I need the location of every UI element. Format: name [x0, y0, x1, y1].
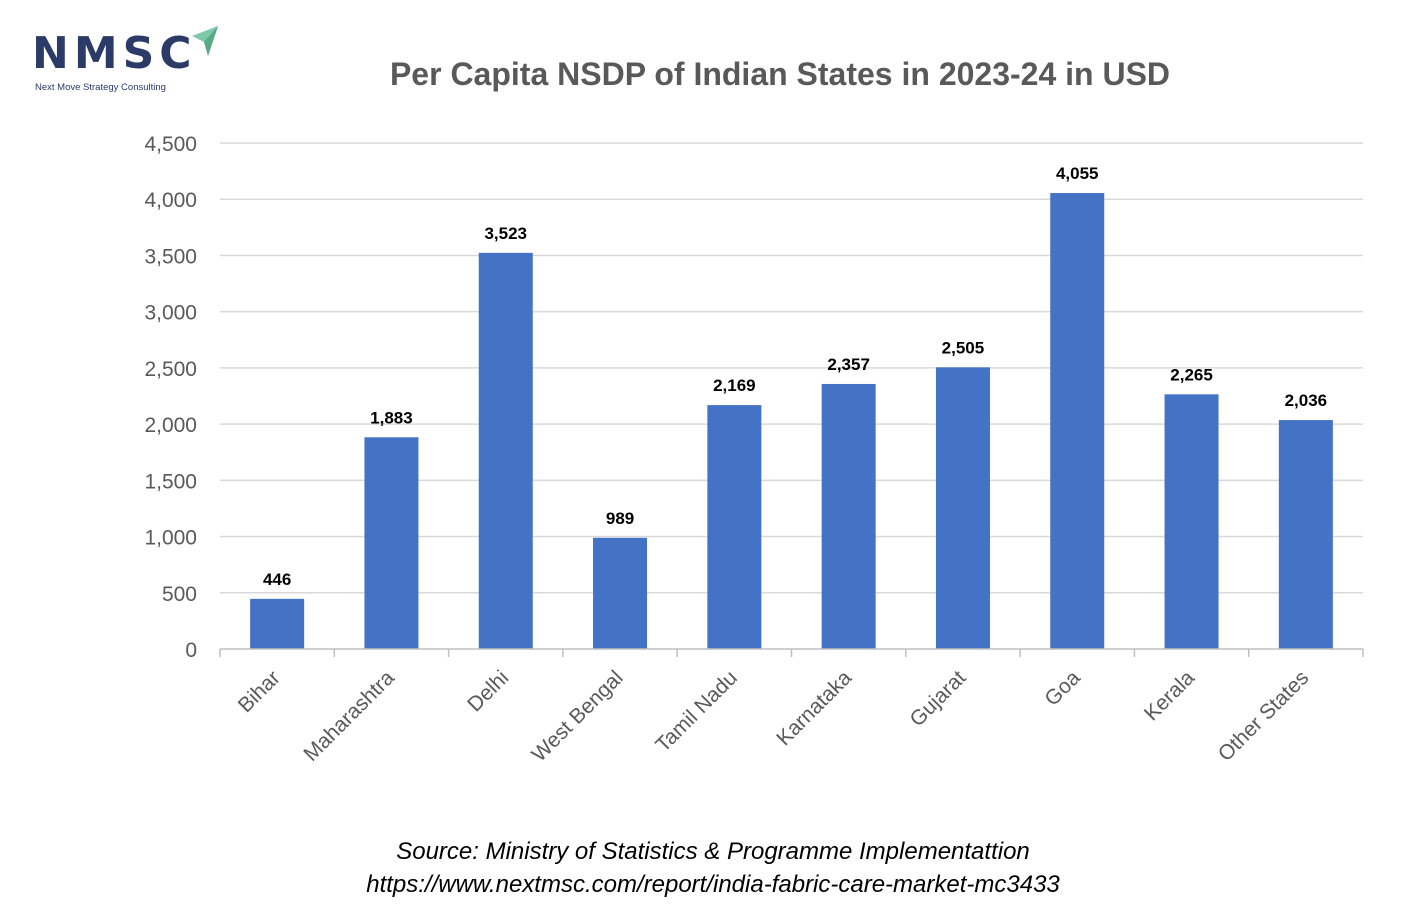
brand-logo: NMSC Next Move Strategy Consulting — [30, 24, 230, 96]
data-label: 1,883 — [370, 408, 413, 427]
x-tick-label: Tamil Nadu — [651, 666, 742, 757]
y-tick-label: 3,000 — [144, 302, 197, 325]
data-label: 2,169 — [713, 376, 756, 395]
bar-tamil-nadu — [707, 405, 762, 649]
y-tick-label: 1,000 — [144, 527, 197, 550]
y-tick-label: 2,000 — [144, 414, 197, 437]
x-tick-label: Goa — [1040, 666, 1085, 711]
y-tick-label: 4,000 — [144, 189, 197, 212]
y-tick-label: 2,500 — [144, 358, 197, 381]
bar-delhi — [478, 252, 533, 649]
x-tick-label: Bihar — [234, 666, 285, 717]
bar-karnataka — [821, 383, 876, 649]
data-label: 4,055 — [1056, 164, 1099, 183]
bar-kerala — [1164, 394, 1219, 649]
y-tick-label: 500 — [162, 583, 197, 606]
source-citation: Source: Ministry of Statistics & Program… — [396, 838, 1030, 865]
paper-plane-icon — [192, 26, 218, 56]
bar-bihar — [250, 598, 305, 649]
data-label: 2,036 — [1285, 391, 1328, 410]
x-tick-label: Gujarat — [906, 666, 971, 731]
y-tick-label: 4,500 — [144, 133, 197, 156]
x-tick-label: Maharashtra — [299, 666, 399, 766]
data-label: 2,357 — [827, 355, 870, 374]
x-tick-label: Delhi — [463, 666, 513, 716]
bar-other-states — [1278, 420, 1333, 649]
bar-gujarat — [935, 367, 990, 649]
y-tick-label: 3,500 — [144, 245, 197, 268]
bar-west-bengal — [593, 537, 648, 649]
bar-maharashtra — [364, 437, 419, 649]
logo-tagline: Next Move Strategy Consulting — [35, 82, 166, 93]
y-tick-label: 1,500 — [144, 470, 197, 493]
x-tick-label: Kerala — [1140, 666, 1199, 725]
data-label: 3,523 — [484, 224, 527, 243]
logo-wordmark: NMSC — [32, 28, 197, 79]
chart-title: Per Capita NSDP of Indian States in 2023… — [389, 56, 1171, 92]
data-label: 989 — [606, 509, 634, 528]
x-tick-label: Karnataka — [772, 666, 856, 750]
source-url[interactable]: https://www.nextmsc.com/report/india-fab… — [366, 871, 1060, 898]
bar-goa — [1050, 193, 1105, 649]
data-label: 446 — [263, 570, 291, 589]
data-label: 2,505 — [942, 338, 985, 357]
y-tick-label: 0 — [185, 639, 197, 662]
x-tick-label: Other States — [1214, 666, 1314, 766]
x-tick-label: West Bengal — [527, 666, 627, 766]
data-label: 2,265 — [1170, 365, 1213, 384]
